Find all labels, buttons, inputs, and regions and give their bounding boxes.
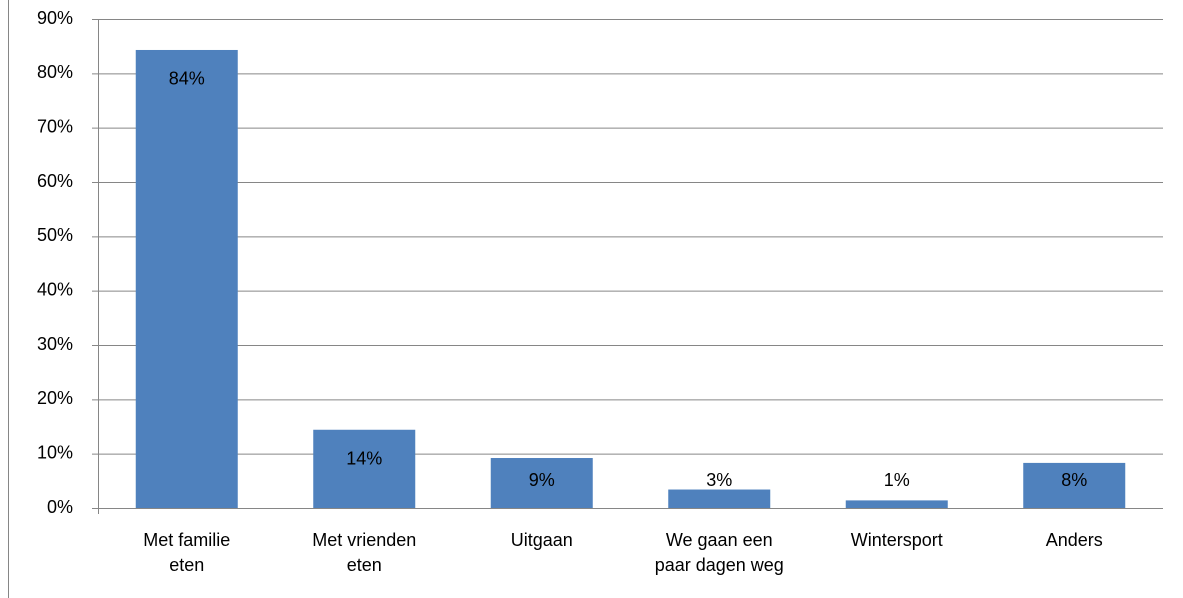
data-label: 9% [529, 470, 555, 490]
data-label: 14% [346, 449, 382, 469]
x-tick-label: Uitgaan [511, 530, 573, 550]
x-tick-label: Anders [1046, 530, 1103, 550]
y-tick-label: 90% [37, 8, 73, 28]
bar [135, 49, 238, 508]
y-tick-label: 10% [37, 442, 73, 462]
bar [313, 429, 416, 508]
x-tick-label: We gaan een paar dagen weg [655, 530, 784, 575]
bar [668, 489, 771, 508]
x-tick-label: Met vrienden eten [312, 530, 416, 575]
y-tick-label: 60% [37, 171, 73, 191]
data-label: 8% [1061, 470, 1087, 490]
y-tick-label: 80% [37, 62, 73, 82]
x-tick-label: Wintersport [851, 530, 943, 550]
data-label: 84% [169, 69, 205, 89]
y-tick-label: 20% [37, 388, 73, 408]
chart-border [8, 0, 9, 598]
data-label: 1% [884, 470, 910, 490]
y-tick-label: 30% [37, 334, 73, 354]
bar [1023, 462, 1126, 508]
y-tick-label: 50% [37, 225, 73, 245]
x-tick-label: Met familie eten [143, 530, 230, 575]
bar [490, 458, 593, 508]
data-label: 3% [706, 470, 732, 490]
y-tick-label: 40% [37, 279, 73, 299]
bar [845, 500, 948, 508]
y-tick-label: 0% [47, 497, 73, 517]
y-tick-label: 70% [37, 116, 73, 136]
